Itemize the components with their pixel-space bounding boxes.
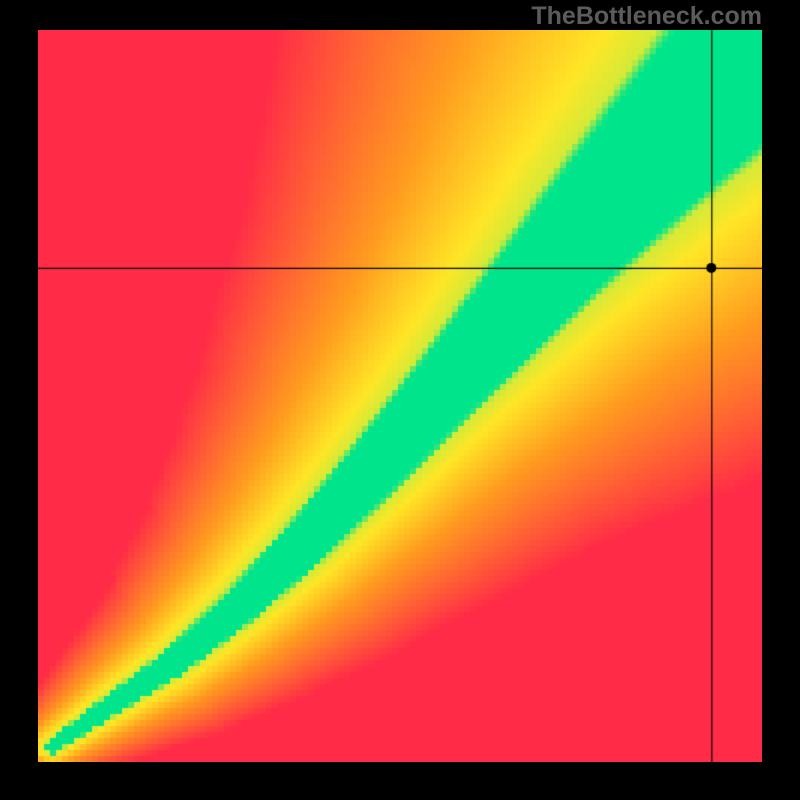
chart-container: TheBottleneck.com <box>0 0 800 800</box>
watermark-text: TheBottleneck.com <box>531 2 762 31</box>
crosshair-overlay <box>38 30 762 762</box>
